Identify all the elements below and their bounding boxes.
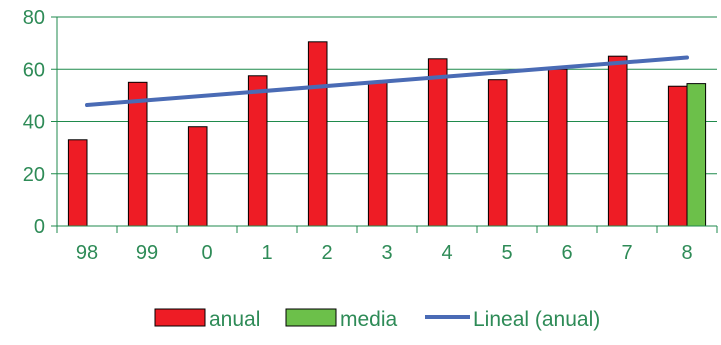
legend: anual media Lineal (anual) xyxy=(154,308,600,331)
y-tick-label: 40 xyxy=(23,112,45,134)
legend-swatch-media xyxy=(285,308,337,327)
y-tick-labels: 0 20 40 60 80 xyxy=(23,7,45,238)
trendline xyxy=(85,55,689,108)
bar-anual-8 xyxy=(667,85,688,227)
y-tick-label: 20 xyxy=(23,164,45,186)
bar-media-8 xyxy=(686,83,707,227)
x-tick-label: 3 xyxy=(381,242,392,264)
legend-label-media: media xyxy=(340,308,398,331)
bar-anual-3 xyxy=(367,81,388,227)
x-tick-label: 8 xyxy=(681,242,692,264)
trendline-layer xyxy=(85,55,689,108)
x-tick-label: 7 xyxy=(621,242,632,264)
legend-label-trend: Lineal (anual) xyxy=(473,308,600,331)
bar-anual-6 xyxy=(547,68,568,227)
bar-anual-99 xyxy=(127,81,148,227)
bar-anual-98 xyxy=(67,139,88,227)
bar-anual-7 xyxy=(607,55,628,227)
x-tick-label: 4 xyxy=(441,242,452,264)
axes xyxy=(51,16,718,233)
y-tick-label: 0 xyxy=(34,216,45,238)
x-tick-label: 98 xyxy=(76,242,98,264)
x-tick-label: 6 xyxy=(561,242,572,264)
bar-anual-4 xyxy=(427,58,448,227)
x-tick-label: 5 xyxy=(501,242,512,264)
legend-swatch-anual xyxy=(154,308,206,327)
bar-anual-2 xyxy=(307,41,328,227)
x-tick-label: 1 xyxy=(261,242,272,264)
bar-anual-0 xyxy=(187,126,208,227)
bar-anual-5 xyxy=(487,79,508,227)
y-tick-label: 60 xyxy=(23,59,45,81)
x-tick-label: 99 xyxy=(136,242,158,264)
bars xyxy=(67,41,707,227)
legend-label-anual: anual xyxy=(209,308,260,331)
x-tick-label: 0 xyxy=(201,242,212,264)
x-tick-labels: 98 99 0 1 2 3 4 5 6 7 8 xyxy=(76,242,693,264)
y-tick-label: 80 xyxy=(23,7,45,29)
x-tick-label: 2 xyxy=(321,242,332,264)
bar-anual-1 xyxy=(247,75,268,227)
